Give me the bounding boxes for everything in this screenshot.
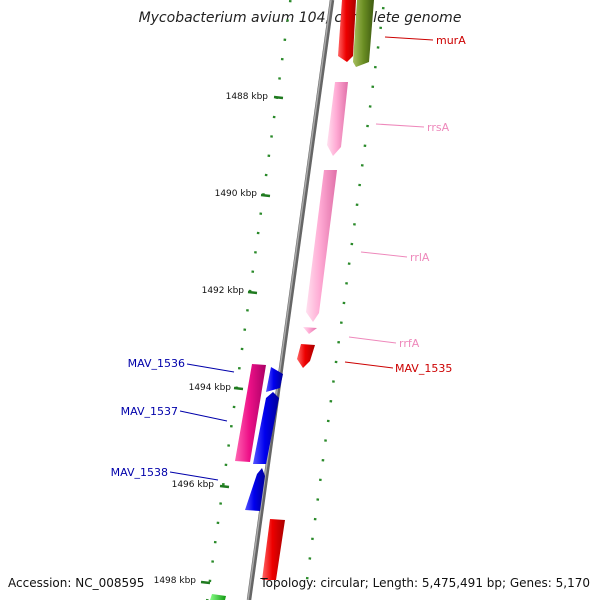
tick-label-1492: 1492 kbp (202, 286, 245, 296)
gene-label-rrsA: rrsA (427, 121, 450, 134)
genome-backbone (246, 0, 335, 600)
map-title: Mycobacterium avium 104, complete genome (138, 10, 462, 26)
tick-label-1490: 1490 kbp (215, 189, 258, 199)
gene-rrfA[interactable] (303, 327, 317, 334)
gene-label-rrlA: rrlA (410, 251, 430, 264)
gene-MAV_1535[interactable] (297, 344, 315, 368)
gene-label-MAV_1535: MAV_1535 (395, 362, 452, 375)
gene-green-bottom[interactable] (210, 594, 226, 600)
tick-label-1496: 1496 kbp (172, 480, 215, 490)
accession-label: Accession: NC_008595 (8, 576, 145, 590)
gene-murA-olive[interactable] (353, 0, 374, 67)
gene-rrsA[interactable] (327, 82, 348, 156)
gene-MAV_1538[interactable] (245, 468, 265, 511)
gene-label-rrfA: rrfA (399, 337, 420, 350)
tick-label-1488: 1488 kbp (226, 92, 269, 102)
gene-label-MAV_1538: MAV_1538 (111, 466, 168, 479)
gene-label-murA: murA (436, 34, 466, 47)
inner-dotted-ring (206, 0, 385, 600)
tick-label-1498: 1498 kbp (154, 576, 197, 586)
gene-MAV_1536-blue[interactable] (266, 367, 283, 392)
gene-label-MAV_1537: MAV_1537 (121, 405, 178, 418)
label-leaders (169, 36, 434, 481)
tick-label-1494: 1494 kbp (189, 383, 232, 393)
topology-label: Topology: circular; Length: 5,475,491 bp… (260, 576, 590, 590)
gene-MAV_1536[interactable] (235, 364, 266, 462)
gene-label-MAV_1536: MAV_1536 (128, 357, 185, 370)
gene-murA-red[interactable] (338, 0, 356, 62)
gene-rrlA[interactable] (306, 170, 337, 322)
gene-MAV_1537[interactable] (253, 392, 279, 464)
scale-ticks: 1488 kbp 1490 kbp 1492 kbp 1494 kbp 1496… (154, 92, 284, 586)
gene-red-lower[interactable] (262, 519, 285, 580)
